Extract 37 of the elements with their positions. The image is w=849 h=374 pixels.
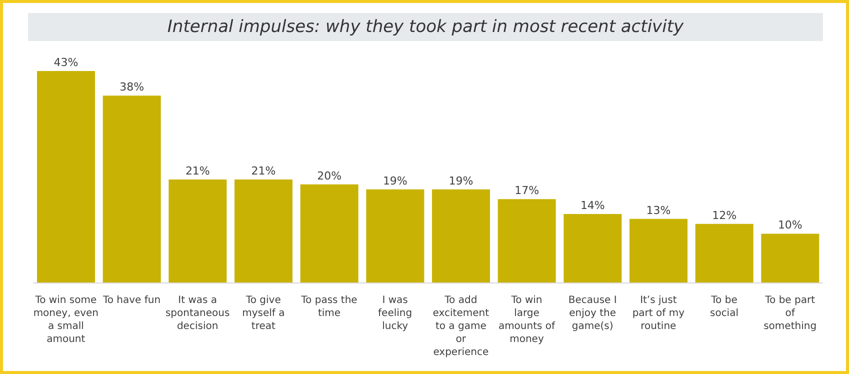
x-tick-label: To give myself a treat xyxy=(242,295,285,332)
data-label: 21% xyxy=(251,164,276,178)
data-label: 13% xyxy=(646,204,671,217)
bar xyxy=(300,184,358,283)
x-tick-label: To add excitement to a game or experience xyxy=(432,295,490,358)
chart-title: Internal impulses: why they took part in most recent activity xyxy=(28,13,823,41)
bar xyxy=(366,189,424,283)
bar xyxy=(102,96,161,283)
x-tick-label: To have fun xyxy=(102,295,161,306)
bar xyxy=(37,71,95,283)
data-label: 10% xyxy=(778,218,802,232)
data-label: 38% xyxy=(120,80,144,94)
bar xyxy=(761,234,820,283)
x-tick-label: I was feeling lucky xyxy=(378,295,412,332)
bar xyxy=(498,199,556,283)
x-tick-label: To be part of something xyxy=(764,295,817,332)
data-label: 20% xyxy=(317,169,342,182)
data-label: 17% xyxy=(514,184,540,198)
x-tick-label: To pass the time xyxy=(300,295,358,319)
bar xyxy=(234,179,292,283)
data-label: 14% xyxy=(580,198,605,212)
bar xyxy=(630,218,688,283)
x-tick-label: Because I enjoy the game(s) xyxy=(568,295,617,332)
x-tick-label: It’s just part of my routine xyxy=(632,295,685,332)
bar xyxy=(695,224,754,283)
x-tick-label: To win some money, even a small amount xyxy=(33,295,99,345)
data-label: 21% xyxy=(185,164,210,178)
data-label: 43% xyxy=(54,56,78,69)
x-tick-label: To be social xyxy=(710,295,739,319)
data-label: 19% xyxy=(448,174,474,188)
bar xyxy=(564,214,622,283)
bar xyxy=(168,179,227,283)
data-label: 12% xyxy=(712,208,737,222)
bar xyxy=(432,189,490,283)
x-tick-label: It was a spontaneous decision xyxy=(165,295,230,332)
x-tick-label: To win large amounts of money xyxy=(498,295,556,345)
data-label: 19% xyxy=(382,174,408,188)
